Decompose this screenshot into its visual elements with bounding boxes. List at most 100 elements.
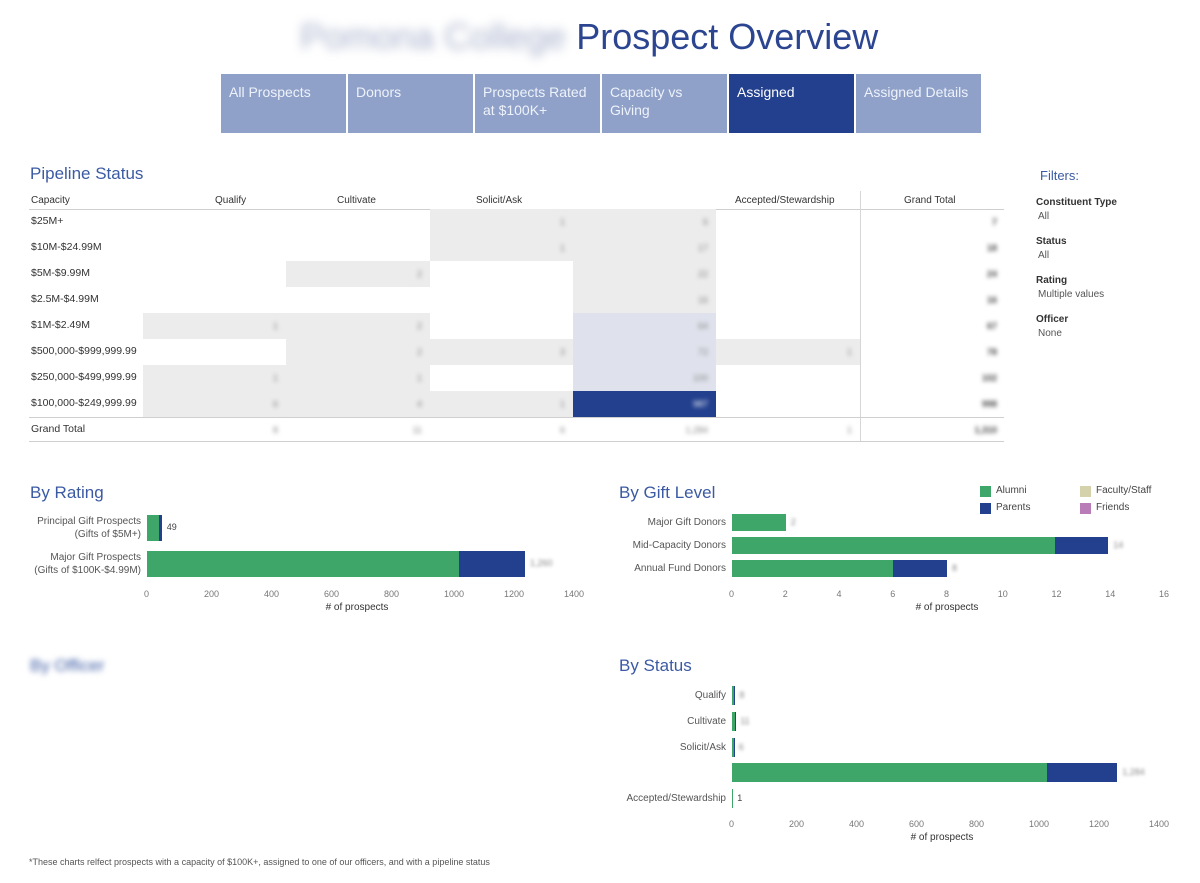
by-gift-level-chart: Major Gift Donors 2 Mid-Capacity Donors 14 A… (600, 505, 1190, 625)
cell-value: 1 (559, 399, 565, 409)
table-header: Capacity (31, 195, 70, 206)
filter-rating[interactable]: Rating Multiple values (1036, 275, 1196, 300)
category-label: Major Gift Prospects (Gifts of $100K-$4.9… (34, 552, 141, 576)
category-label: Cultivate (687, 715, 726, 727)
bar-segment (1054, 537, 1109, 554)
axis-tick: 800 (384, 589, 400, 599)
bar-segment (1047, 763, 1118, 782)
grand-total-label: Grand Total (31, 423, 86, 435)
cell-value: 1 (272, 373, 278, 383)
filter-officer[interactable]: Officer None (1036, 314, 1196, 339)
row-total: 78 (986, 347, 997, 357)
data-label: 1,260 (530, 558, 553, 568)
cell-value: 100 (692, 373, 708, 383)
cell-value: 6 (272, 399, 278, 409)
data-label: 49 (166, 522, 177, 532)
bar-segment (734, 686, 736, 705)
category-label: Qualify (694, 689, 726, 701)
row-label: $25M+ (31, 215, 64, 227)
bar-segment (732, 686, 735, 705)
axis-tick: 1000 (1029, 819, 1050, 829)
page-title: Pomona College Prospect Overview (300, 14, 920, 60)
axis-tick: 600 (909, 819, 925, 829)
data-label: 2 (790, 516, 796, 527)
legend-label-parents: Parents (996, 502, 1031, 513)
axis-tick: 1400 (564, 589, 585, 599)
table-cell (573, 391, 716, 417)
table-cell (430, 391, 573, 417)
table-header: Qualify (215, 195, 247, 206)
table-header: Grand Total (904, 195, 956, 206)
cell-value: 2 (416, 347, 422, 357)
table-cell (573, 287, 716, 313)
table-cell (573, 261, 716, 287)
tab-all-prospects[interactable]: All Prospects (221, 74, 346, 133)
tab-prospects-rated[interactable]: Prospects Rated at $100K+ (475, 74, 600, 133)
cell-value: 987 (692, 399, 708, 409)
axis-tick: 14 (1105, 589, 1116, 599)
row-total: 18 (986, 243, 997, 253)
cell-value: 1 (559, 217, 565, 227)
row-label: $500,000-$999,999.99 (31, 345, 137, 357)
grand-total-value: 1 (846, 425, 852, 435)
filter-label: Constituent Type (1036, 197, 1117, 208)
table-cell (430, 339, 573, 365)
pipeline-title: Pipeline Status (30, 164, 144, 183)
cell-value: 4 (416, 399, 422, 409)
table-cell (716, 339, 860, 365)
axis-tick: 400 (264, 589, 280, 599)
grand-total-divider (29, 417, 1004, 418)
filter-label: Officer (1036, 314, 1069, 325)
data-label: 1,284 (1122, 766, 1145, 777)
filter-status[interactable]: Status All (1036, 236, 1196, 261)
row-total: 998 (981, 399, 997, 409)
tab-capacity-vs-giving[interactable]: Capacity vs Giving (602, 74, 727, 133)
filter-label: Rating (1036, 275, 1068, 286)
data-label: 8 (952, 562, 958, 573)
bar-segment (732, 514, 786, 531)
table-cell (573, 339, 716, 365)
table-cell (430, 235, 573, 261)
tab-bar: All Prospects Donors Prospects Rated at … (221, 74, 981, 133)
axis-tick: 6 (890, 589, 896, 599)
tab-assigned[interactable]: Assigned (729, 74, 854, 133)
bar-segment (735, 712, 736, 731)
cell-value: 22 (697, 269, 708, 279)
bar-segment (147, 551, 459, 577)
bar-segment (732, 537, 1055, 554)
bar-segment (147, 515, 159, 541)
legend-swatch-alumni (980, 486, 991, 497)
table-cell (573, 209, 716, 235)
row-total: 7 (991, 217, 997, 227)
by-rating-chart: Principal Gift Prospects (Gifts of $5M+) 4… (20, 505, 600, 625)
data-label: 8 (739, 689, 745, 700)
axis-tick: 400 (849, 819, 865, 829)
dashboard-title: Prospect Overview (576, 16, 879, 57)
table-cell (286, 391, 430, 417)
legend-label-faculty-staff: Faculty/Staff (1096, 485, 1152, 496)
data-label: 6 (738, 741, 744, 752)
row-total: 102 (981, 373, 997, 383)
row-label: $10M-$24.99M (31, 241, 102, 253)
filters-panel: Filters: Constituent Type All Status All… (1036, 168, 1196, 339)
filter-label: Status (1036, 236, 1067, 247)
row-label: $250,000-$499,999.99 (31, 371, 137, 383)
bar-segment (732, 738, 734, 757)
axis-tick: 4 (836, 589, 842, 599)
cell-value: 72 (697, 347, 708, 357)
axis-tick: 1200 (1089, 819, 1110, 829)
legend-swatch-parents (980, 503, 991, 514)
cell-value: 64 (697, 321, 708, 331)
grand-total-sum: 1,310 (974, 425, 997, 435)
filter-constituent-type[interactable]: Constituent Type All (1036, 197, 1196, 222)
axis-tick: 0 (729, 819, 735, 829)
table-bottom (29, 441, 1004, 442)
table-cell (573, 235, 716, 261)
table-cell (573, 365, 716, 391)
bar-segment (732, 789, 733, 808)
table-header: Accepted/Stewardship (735, 195, 835, 206)
tab-assigned-details[interactable]: Assigned Details (856, 74, 981, 133)
tab-donors[interactable]: Donors (348, 74, 473, 133)
grand-total-value: 1,284 (685, 425, 708, 435)
table-cell (430, 209, 573, 235)
